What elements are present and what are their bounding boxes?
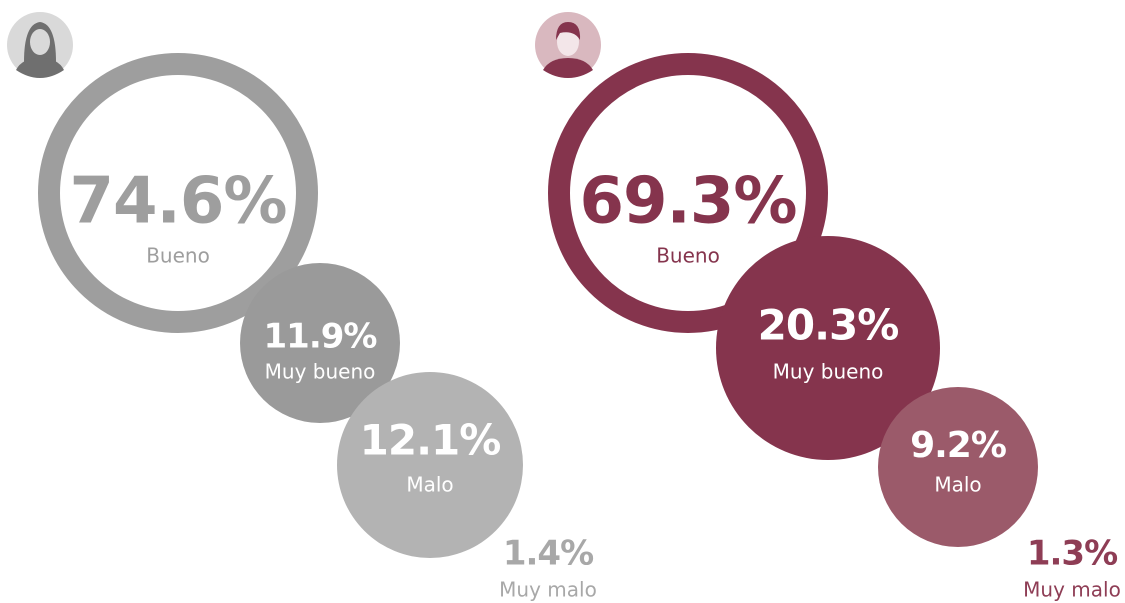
category-label: Bueno (146, 244, 210, 268)
category-label: Malo (934, 473, 981, 497)
ring (548, 53, 828, 333)
value-label: 11.9% (264, 317, 377, 357)
bubble (878, 387, 1038, 547)
ring (38, 53, 318, 333)
category-label: Bueno (656, 244, 720, 268)
bubble (240, 263, 400, 423)
category-label: Muy malo (499, 578, 597, 602)
value-label: 1.4% (503, 534, 593, 574)
value-label: 20.3% (758, 301, 899, 350)
avatar-male (535, 12, 601, 78)
value-label: 12.1% (360, 416, 501, 465)
value-label: 69.3% (579, 165, 796, 239)
value-label: 9.2% (910, 425, 1006, 466)
category-label: Malo (406, 473, 453, 497)
category-label: Muy bueno (265, 360, 376, 384)
category-label: Muy malo (1023, 578, 1121, 602)
value-label: 74.6% (69, 165, 286, 239)
bubble (716, 236, 940, 460)
avatar-female (7, 12, 73, 78)
category-label: Muy bueno (773, 360, 884, 384)
value-label: 1.3% (1027, 534, 1117, 574)
bubble (337, 372, 523, 558)
